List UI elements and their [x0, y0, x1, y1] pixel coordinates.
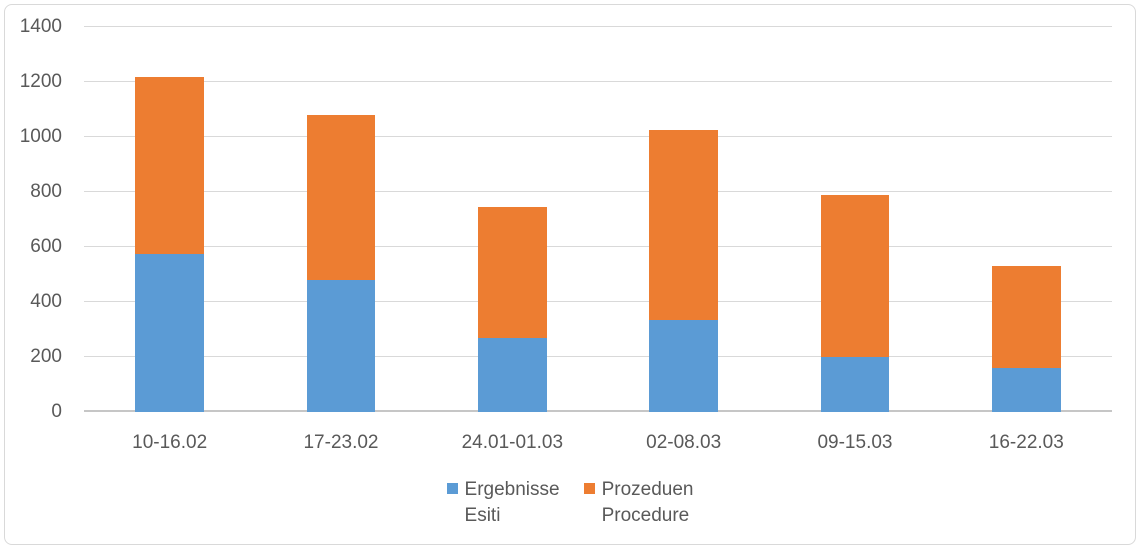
stacked-bar-24.01-01.03 — [478, 27, 547, 412]
bar-segment-prozeduen-24.01-01.03 — [478, 207, 547, 338]
legend-label: Prozeduen Procedure — [602, 477, 694, 529]
x-tick-label-10-16.02: 10-16.02 — [132, 432, 208, 453]
bar-segment-prozeduen-17-23.02 — [306, 115, 376, 280]
bar-segment-prozeduen-02-08.03 — [649, 130, 718, 320]
stacked-bar-10-16.02 — [135, 27, 204, 412]
gridline-400 — [84, 301, 1112, 302]
y-tick-label-600: 600 — [30, 236, 62, 257]
x-tick-label-17-23.02: 17-23.02 — [303, 432, 379, 453]
gridline-800 — [84, 191, 1112, 192]
stacked-bar-17-23.02 — [306, 27, 376, 412]
y-tick-label-1200: 1200 — [19, 71, 62, 92]
bar-segment-prozeduen-10-16.02 — [135, 76, 204, 254]
plot-column-02-08.03 — [598, 27, 769, 412]
stacked-bar-02-08.03 — [649, 27, 718, 412]
legend-label-line2: Esiti — [464, 505, 501, 526]
bar-segment-prozeduen-09-15.03 — [820, 194, 890, 357]
bar-segment-ergebnisse-16-22.03 — [992, 368, 1061, 412]
legend-swatch-icon — [583, 483, 595, 494]
plot-column-10-16.02 — [84, 27, 255, 412]
bar-segment-ergebnisse-17-23.02 — [306, 280, 376, 412]
y-tick-label-800: 800 — [30, 181, 62, 202]
y-tick-label-200: 200 — [30, 346, 62, 367]
x-tick-label-16-22.03: 16-22.03 — [988, 432, 1064, 453]
gridline-1200 — [84, 81, 1112, 82]
y-tick-label-1000: 1000 — [19, 126, 62, 147]
legend-item-prozeduen: Prozeduen Procedure — [583, 477, 694, 529]
plot-column-24.01-01.03 — [427, 27, 598, 412]
legend: Ergebnisse Esiti Prozeduen Procedure — [0, 477, 1140, 529]
bar-segment-ergebnisse-10-16.02 — [135, 253, 204, 412]
bar-segment-ergebnisse-02-08.03 — [649, 319, 718, 412]
bar-segment-prozeduen-16-22.03 — [992, 266, 1061, 368]
stacked-bar-16-22.03 — [992, 27, 1061, 412]
legend-swatch-icon — [446, 483, 458, 494]
y-tick-label-400: 400 — [30, 291, 62, 312]
y-tick-label-0: 0 — [51, 401, 62, 422]
gridline-600 — [84, 246, 1112, 247]
legend-label-line1: Prozeduen — [601, 479, 694, 500]
bar-segment-ergebnisse-09-15.03 — [820, 357, 890, 412]
plot-columns — [84, 27, 1112, 412]
x-tick-label-24.01-01.03: 24.01-01.03 — [461, 432, 564, 453]
plot-area — [84, 26, 1112, 412]
x-tick-label-09-15.03: 09-15.03 — [817, 432, 893, 453]
x-axis: 10-16.02 17-23.02 24.01-01.03 02-08.03 09-15… — [84, 432, 1112, 454]
bar-segment-ergebnisse-24.01-01.03 — [478, 337, 547, 412]
legend-label: Ergebnisse Esiti — [465, 477, 560, 529]
legend-item-ergebnisse: Ergebnisse Esiti — [446, 477, 560, 529]
gridline-1400 — [84, 26, 1112, 27]
stacked-bar-09-15.03 — [820, 27, 890, 412]
y-axis: 0 200 400 600 800 1000 1200 1400 — [0, 16, 62, 422]
plot-column-17-23.02 — [255, 27, 426, 412]
plot-column-09-15.03 — [769, 27, 940, 412]
legend-label-line2: Procedure — [601, 505, 690, 526]
y-tick-label-1400: 1400 — [19, 16, 62, 37]
gridline-1000 — [84, 136, 1112, 137]
x-tick-label-02-08.03: 02-08.03 — [646, 432, 722, 453]
plot-column-16-22.03 — [941, 27, 1112, 412]
gridline-200 — [84, 356, 1112, 357]
gridline-0 — [84, 410, 1112, 412]
legend-label-line1: Ergebnisse — [464, 479, 560, 500]
